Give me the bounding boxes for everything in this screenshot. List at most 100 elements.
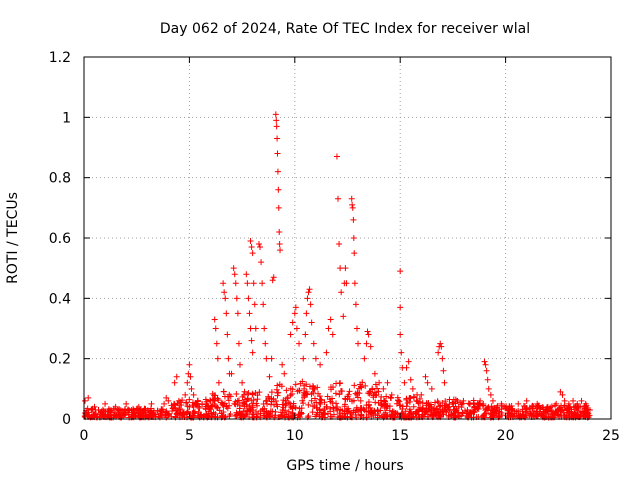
- data-point: [519, 408, 526, 415]
- data-point: [120, 409, 127, 416]
- data-point: [188, 385, 195, 392]
- data-point: [457, 399, 464, 406]
- data-point: [494, 408, 501, 415]
- data-point: [466, 410, 473, 417]
- x-axis-label: GPS time / hours: [286, 458, 403, 474]
- data-point: [258, 259, 265, 266]
- y-tick-label: 0.6: [49, 231, 71, 247]
- data-point: [484, 376, 491, 383]
- data-point: [382, 402, 389, 409]
- data-point: [230, 265, 237, 272]
- data-point: [448, 411, 455, 418]
- data-point: [251, 301, 258, 308]
- data-point: [340, 313, 347, 320]
- data-point: [329, 331, 336, 338]
- data-point: [487, 391, 494, 398]
- data-point: [225, 355, 232, 362]
- data-point: [255, 241, 262, 248]
- data-point: [249, 349, 256, 356]
- data-point: [434, 398, 441, 405]
- data-point: [459, 410, 466, 417]
- data-point: [467, 409, 474, 416]
- data-point: [532, 403, 539, 410]
- data-point: [249, 250, 256, 257]
- data-point: [364, 328, 371, 335]
- data-point: [214, 404, 221, 411]
- x-tick-label: 25: [602, 428, 620, 444]
- data-point: [309, 403, 316, 410]
- data-point: [305, 289, 312, 296]
- data-point: [177, 399, 184, 406]
- x-tick-label: 20: [497, 428, 515, 444]
- data-point: [223, 310, 230, 317]
- data-point: [296, 340, 303, 347]
- data-point: [373, 391, 380, 398]
- data-point: [285, 399, 292, 406]
- data-point: [185, 370, 192, 377]
- data-point: [338, 289, 345, 296]
- data-point: [386, 403, 393, 410]
- data-point: [336, 410, 343, 417]
- data-point: [115, 407, 122, 414]
- x-tick-label: 0: [80, 428, 89, 444]
- data-point: [316, 407, 323, 414]
- data-point: [421, 410, 428, 417]
- data-points: [81, 111, 593, 421]
- data-point: [274, 135, 281, 142]
- data-point: [552, 411, 559, 418]
- data-point: [344, 393, 351, 400]
- data-point: [102, 400, 109, 407]
- data-point: [243, 271, 250, 278]
- data-point: [335, 195, 342, 202]
- data-point: [354, 389, 361, 396]
- data-point: [375, 388, 382, 395]
- data-point: [359, 379, 366, 386]
- data-point: [171, 379, 178, 386]
- data-point: [557, 388, 564, 395]
- data-point: [288, 391, 295, 398]
- data-point: [259, 406, 266, 413]
- data-point: [581, 408, 588, 415]
- data-point: [472, 406, 479, 413]
- data-point: [399, 406, 406, 413]
- data-point: [485, 385, 492, 392]
- data-point: [371, 407, 378, 414]
- data-point: [580, 412, 587, 419]
- data-point: [304, 295, 311, 302]
- data-point: [450, 403, 457, 410]
- data-point: [372, 381, 379, 388]
- data-point: [190, 391, 197, 398]
- data-point: [171, 401, 178, 408]
- data-point: [458, 404, 465, 411]
- data-point: [281, 370, 288, 377]
- data-point: [367, 409, 374, 416]
- data-point: [333, 400, 340, 407]
- data-point: [233, 412, 240, 419]
- data-point: [232, 280, 239, 287]
- data-point: [274, 150, 281, 157]
- data-point: [174, 407, 181, 414]
- data-point: [228, 370, 235, 377]
- data-point: [231, 400, 238, 407]
- data-point: [112, 403, 119, 410]
- data-point: [273, 117, 280, 124]
- data-point: [209, 402, 216, 409]
- data-point: [264, 400, 271, 407]
- data-point: [165, 397, 172, 404]
- data-point: [416, 407, 423, 414]
- data-point: [123, 400, 130, 407]
- data-point: [292, 304, 299, 311]
- data-point: [586, 406, 593, 413]
- data-point: [232, 401, 239, 408]
- data-point: [212, 325, 219, 332]
- data-point: [349, 204, 356, 211]
- data-point: [298, 410, 305, 417]
- data-point: [312, 355, 319, 362]
- data-point: [574, 400, 581, 407]
- data-point: [294, 388, 301, 395]
- data-point: [343, 280, 350, 287]
- data-point: [239, 379, 246, 386]
- data-point: [124, 406, 131, 413]
- data-point: [148, 411, 155, 418]
- data-point: [128, 407, 135, 414]
